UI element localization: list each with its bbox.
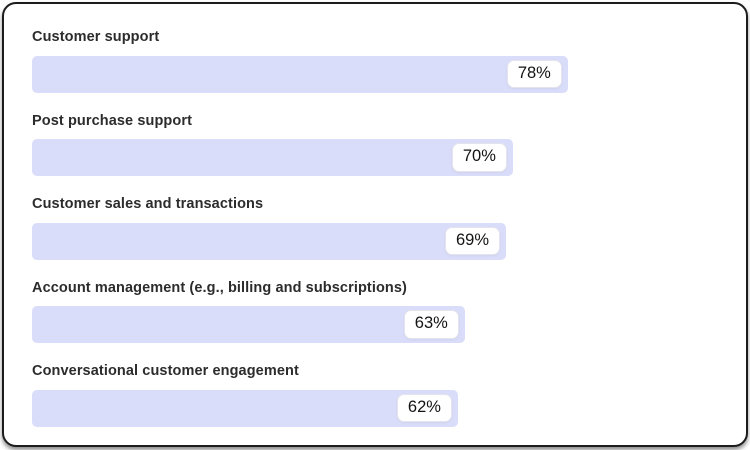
value-badge: 70% — [451, 143, 507, 172]
category-label: Customer support — [32, 29, 160, 45]
bar: 78% — [32, 55, 568, 93]
bar: 69% — [32, 222, 507, 260]
category-label: Account management (e.g., billing and su… — [32, 279, 407, 296]
category-label: Post purchase support — [32, 112, 193, 129]
bar-track: 70% — [32, 139, 719, 176]
bar: 62% — [32, 389, 458, 427]
chart-row: Post purchase support 70% — [32, 112, 719, 176]
bar-track: 63% — [32, 306, 719, 343]
bar: 63% — [32, 306, 465, 343]
chart-row: Customer support 78% — [32, 30, 719, 93]
bar-chart: Customer support 78% Post purchase suppo… — [32, 30, 719, 427]
chart-row: Conversational customer engagement 62% — [32, 364, 719, 427]
bar-track: 69% — [32, 222, 719, 260]
value-badge: 63% — [403, 310, 459, 339]
bar-track: 62% — [32, 389, 719, 427]
chart-row: Customer sales and transactions 69% — [32, 197, 719, 260]
category-label: Conversational customer engagement — [32, 363, 299, 379]
bar-track: 78% — [32, 55, 719, 93]
bar: 70% — [32, 139, 513, 176]
category-label: Customer sales and transactions — [32, 196, 264, 212]
value-badge: 78% — [506, 59, 562, 89]
value-badge: 69% — [444, 226, 501, 256]
value-badge: 62% — [396, 393, 452, 423]
chart-row: Account management (e.g., billing and su… — [32, 279, 719, 343]
